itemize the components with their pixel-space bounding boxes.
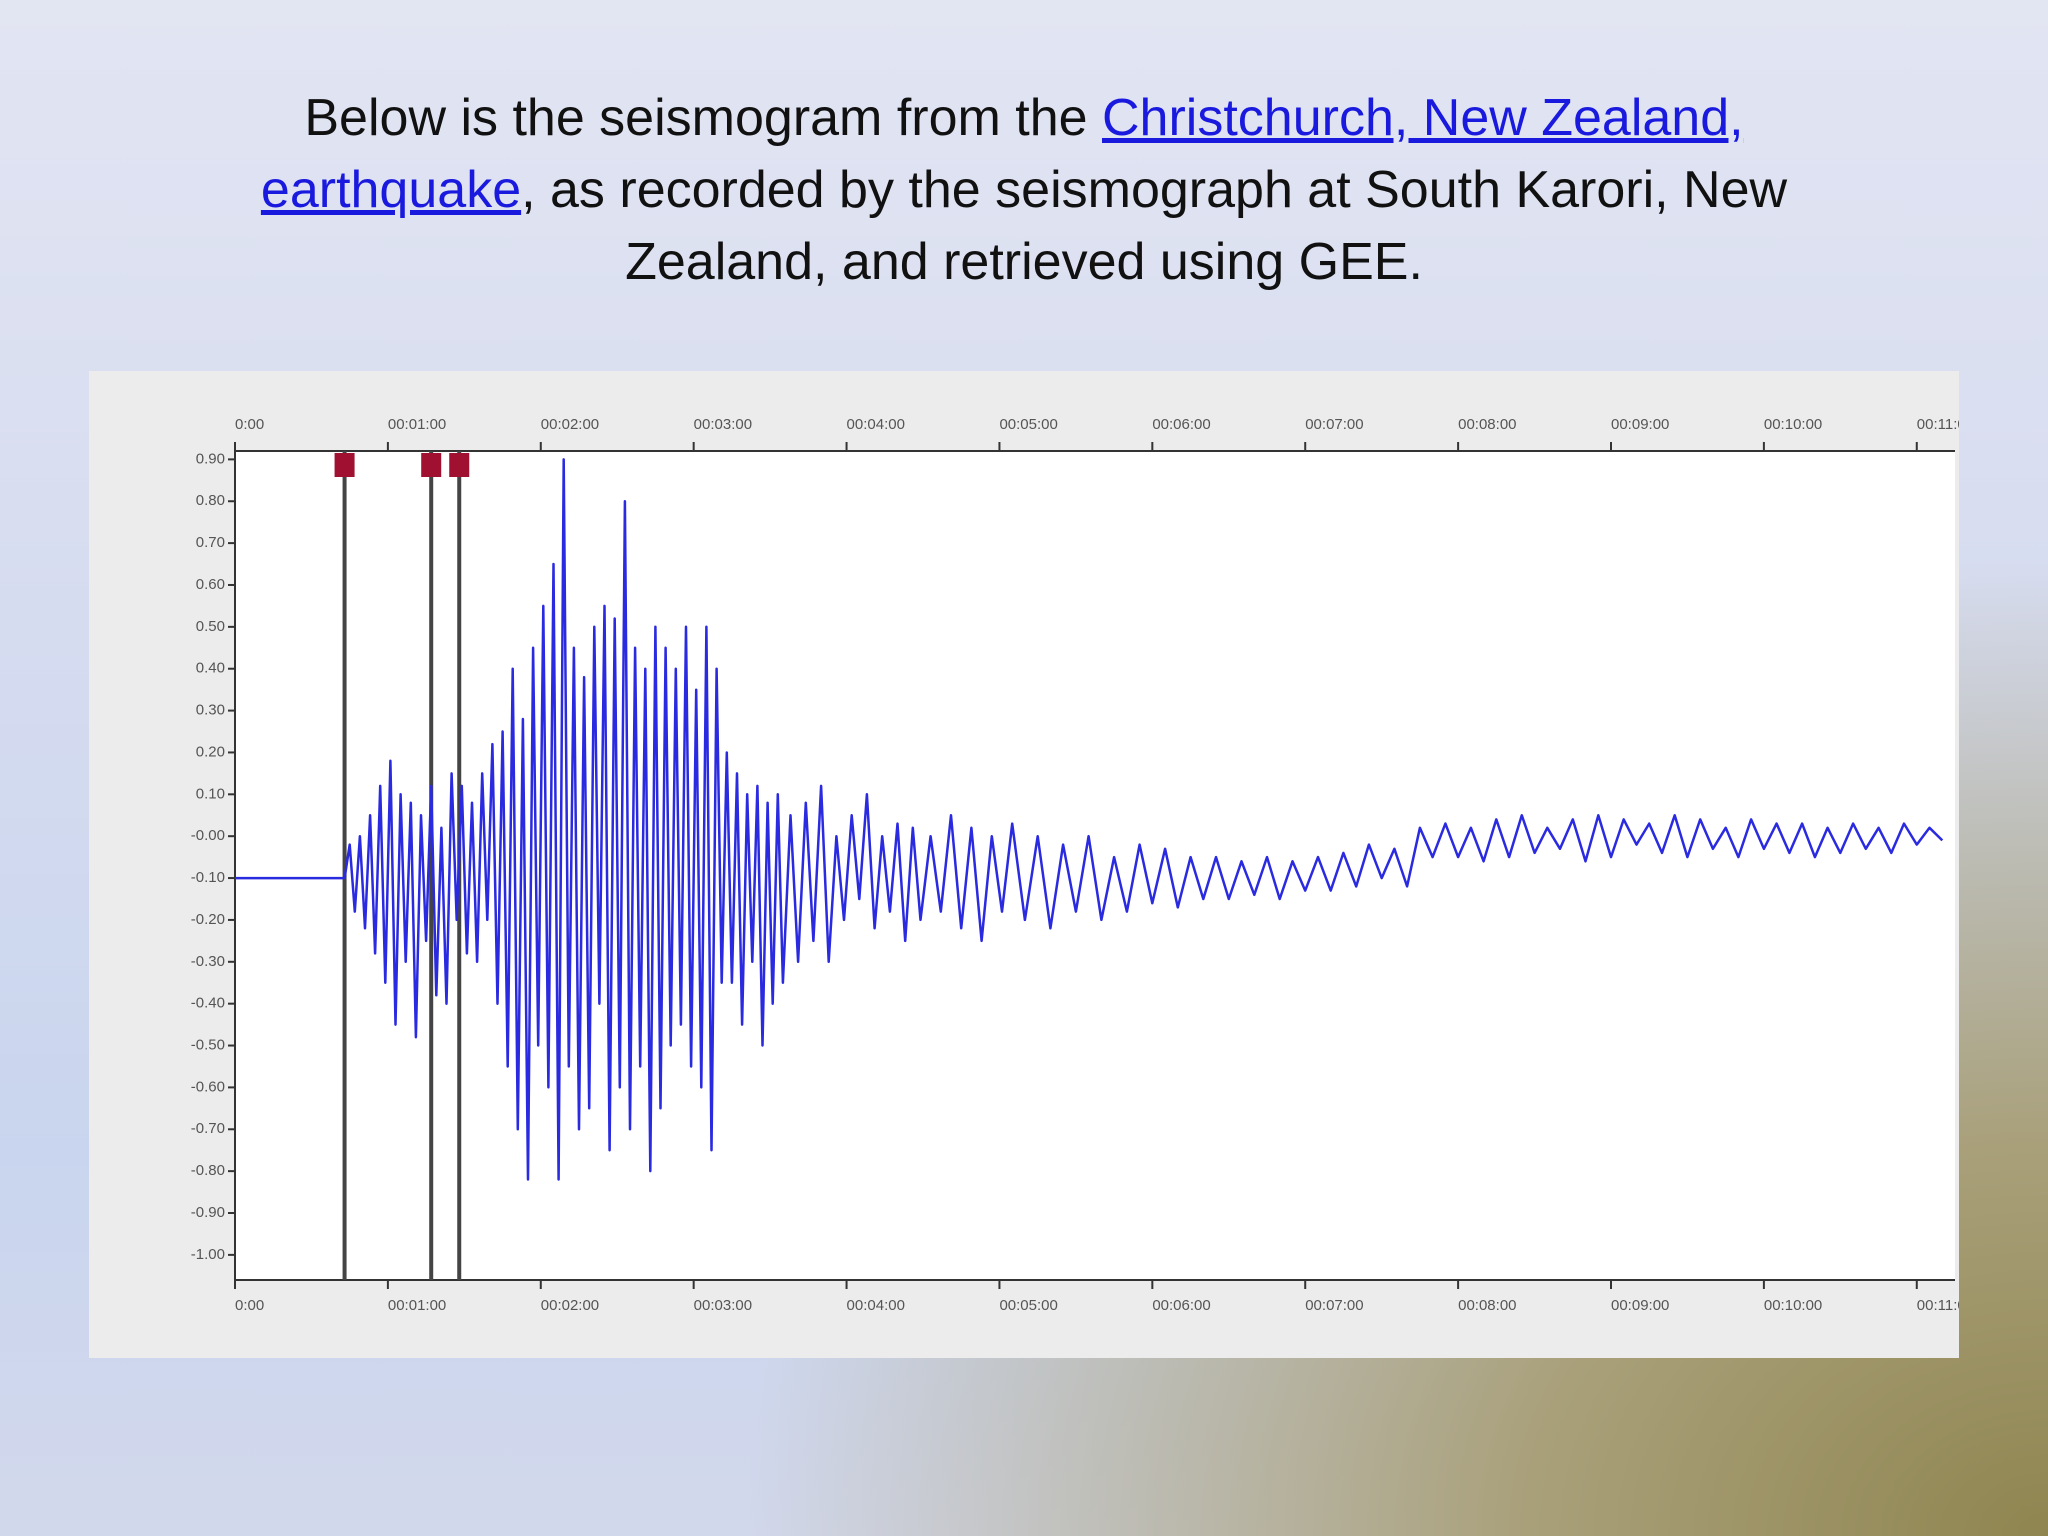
y-tick-label: -0.30	[191, 953, 225, 970]
x-tick-label-top: 00:04:00	[847, 416, 905, 433]
y-tick-label: -0.40	[191, 995, 225, 1012]
caption: Below is the seismogram from the Christc…	[174, 82, 1874, 298]
y-tick-label: -0.00	[191, 827, 225, 844]
x-tick-label: 00:03:00	[694, 1297, 752, 1314]
x-tick-label: 0:00	[235, 1297, 264, 1314]
x-tick-label: 00:05:00	[999, 1297, 1057, 1314]
seismogram: 0.90 0.80 0.70 0.60 0.50 0.40 0.30 0.20 0.10 -0.0…	[89, 371, 1959, 1358]
x-tick-label: 00:08:00	[1458, 1297, 1516, 1314]
y-tick-label: 0.60	[196, 576, 225, 593]
y-tick-label: -0.80	[191, 1162, 225, 1179]
y-tick-label: -1.00	[191, 1246, 225, 1263]
x-tick-label: 00:07:00	[1305, 1297, 1363, 1314]
y-tick-label: -0.20	[191, 911, 225, 928]
y-tick-label: 0.80	[196, 492, 225, 509]
x-tick-label: 00:04:00	[847, 1297, 905, 1314]
x-tick-label: 00:01:00	[388, 1297, 446, 1314]
y-tick-label: 0.90	[196, 450, 225, 467]
caption-text: , as recorded by the seismograph at Sout…	[521, 161, 1788, 291]
y-tick-label: 0.70	[196, 534, 225, 551]
y-tick-label: -0.90	[191, 1204, 225, 1221]
x-tick-label-top: 00:07:00	[1305, 416, 1363, 433]
phase-marker-tag	[449, 453, 470, 477]
y-tick-label: 0.20	[196, 743, 225, 760]
y-tick-label: 0.30	[196, 702, 225, 719]
x-tick-label-top: 00:06:00	[1152, 416, 1210, 433]
x-tick-label-top: 00:11:00	[1917, 416, 1959, 433]
x-tick-label-top: 00:02:00	[541, 416, 599, 433]
x-tick-label-top: 00:01:00	[388, 416, 446, 433]
x-tick-label-top: 00:08:00	[1458, 416, 1516, 433]
x-tick-label: 00:11:00	[1917, 1297, 1959, 1314]
caption-text: Below is the seismogram from the	[304, 89, 1102, 147]
y-tick-label: 0.50	[196, 618, 225, 635]
x-tick-label-top: 00:09:00	[1611, 416, 1669, 433]
y-tick-label: -0.10	[191, 869, 225, 886]
x-tick-label: 00:06:00	[1152, 1297, 1210, 1314]
x-tick-label: 00:10:00	[1764, 1297, 1822, 1314]
x-tick-label: 00:09:00	[1611, 1297, 1669, 1314]
y-tick-label: 0.40	[196, 660, 225, 677]
y-tick-label: -0.60	[191, 1078, 225, 1095]
x-tick-label: 00:02:00	[541, 1297, 599, 1314]
x-tick-label-top: 00:05:00	[999, 416, 1057, 433]
phase-marker-tag	[334, 453, 355, 477]
phase-marker-tag	[421, 453, 442, 477]
x-tick-label-top: 00:03:00	[694, 416, 752, 433]
link[interactable]: Christchurch, New Zealand, earthquake	[260, 89, 1744, 219]
x-tick-label-top: 0:00	[235, 416, 264, 433]
x-tick-label-top: 00:10:00	[1764, 416, 1822, 433]
plot-area	[235, 451, 1955, 1280]
y-tick-label: 0.10	[196, 785, 225, 802]
waveform	[235, 458, 1944, 1181]
y-tick-label: -0.70	[191, 1120, 225, 1137]
y-tick-label: -0.50	[191, 1037, 225, 1054]
